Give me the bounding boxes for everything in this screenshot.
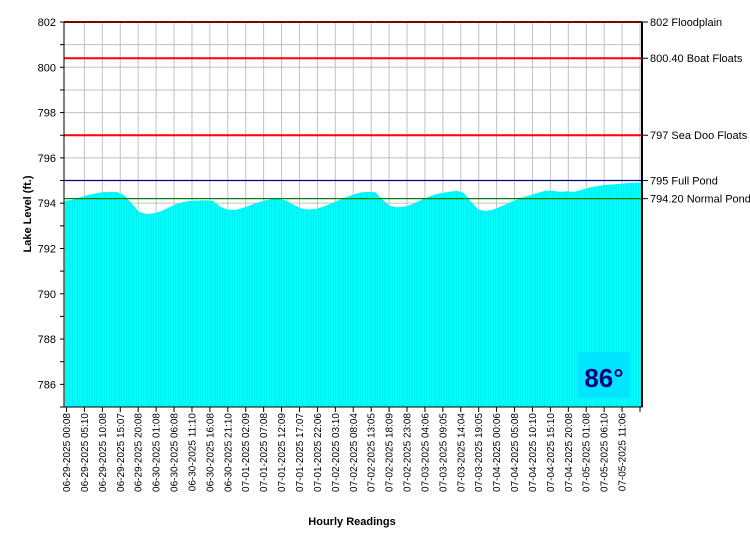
y-tick-label: 798 [38, 108, 56, 120]
x-tick-label: 07-03-2025 19:05 [474, 413, 485, 492]
x-tick-label: 06-30-2025 06:08 [170, 413, 181, 492]
x-tick-label: 07-04-2025 05:08 [510, 413, 521, 492]
y-tick-label: 794 [38, 198, 56, 210]
y-tick-label: 788 [38, 334, 56, 346]
x-tick-label: 07-04-2025 20:08 [564, 413, 575, 492]
y-tick-label: 790 [38, 289, 56, 301]
x-axis-title: Hourly Readings [308, 516, 395, 528]
x-tick-label: 07-02-2025 23:08 [403, 413, 414, 492]
x-tick-label: 06-29-2025 10:08 [98, 413, 109, 492]
y-tick-label: 786 [38, 379, 56, 391]
x-tick-label: 07-02-2025 03:10 [331, 413, 342, 492]
x-tick-label: 06-29-2025 20:08 [134, 413, 145, 492]
x-tick-label: 07-05-2025 11:06 [618, 413, 629, 492]
x-tick-label: 06-30-2025 21:10 [223, 413, 234, 492]
x-tick-label: 07-04-2025 10:10 [528, 413, 539, 492]
x-tick-label: 07-01-2025 12:09 [277, 413, 288, 492]
reference-label: 802 Floodplain [650, 17, 722, 29]
x-tick-label: 07-01-2025 17:07 [295, 413, 306, 492]
x-tick-label: 07-05-2025 06:10 [600, 413, 611, 492]
reference-label: 794.20 Normal Pond [650, 194, 750, 206]
y-axis: 786 788 790 792 794 796 798 800 802 [38, 17, 64, 408]
y-tick-label: 802 [38, 17, 56, 29]
y-axis-title: Lake Level (ft.) [22, 175, 34, 252]
x-axis: 06-29-2025 00:08 06-29-2025 05:10 06-29-20… [62, 407, 641, 492]
x-tick-label: 07-03-2025 14:04 [456, 413, 467, 492]
temperature-box [578, 352, 630, 398]
temperature-text: 86° [584, 363, 623, 393]
x-tick-label: 07-03-2025 04:06 [420, 413, 431, 492]
x-tick-label: 07-03-2025 09:05 [438, 413, 449, 492]
y-tick-label: 796 [38, 153, 56, 165]
x-tick-label: 06-29-2025 15:07 [116, 413, 127, 492]
x-tick-label: 06-30-2025 16:08 [205, 413, 216, 492]
x-tick-label: 07-04-2025 15:10 [546, 413, 557, 492]
x-tick-label: 06-29-2025 05:10 [80, 413, 91, 492]
x-tick-label: 07-02-2025 18:09 [385, 413, 396, 492]
y-tick-label: 800 [38, 62, 56, 74]
x-tick-label: 07-01-2025 02:09 [241, 413, 252, 492]
x-tick-label: 06-30-2025 01:08 [152, 413, 163, 492]
reference-label: 800.40 Boat Floats [650, 53, 743, 65]
x-tick-label: 07-02-2025 08:04 [349, 413, 360, 492]
temperature-badge: 86° [578, 352, 630, 398]
area-layer [64, 182, 642, 407]
x-tick-label: 07-02-2025 13:05 [367, 413, 378, 492]
x-tick-label: 07-05-2025 01:08 [582, 413, 593, 492]
x-tick-label: 07-01-2025 22:06 [313, 413, 324, 492]
reading-bars [64, 182, 642, 407]
y-tick-label: 792 [38, 243, 56, 255]
reference-label: 795 Full Pond [650, 176, 718, 188]
reference-label: 797 Sea Doo Floats [650, 130, 748, 142]
x-tick-label: 07-01-2025 07:08 [259, 413, 270, 492]
x-tick-label: 06-29-2025 00:08 [62, 413, 73, 492]
x-tick-label: 06-30-2025 11:10 [187, 413, 198, 492]
x-tick-label: 07-04-2025 00:06 [492, 413, 503, 492]
